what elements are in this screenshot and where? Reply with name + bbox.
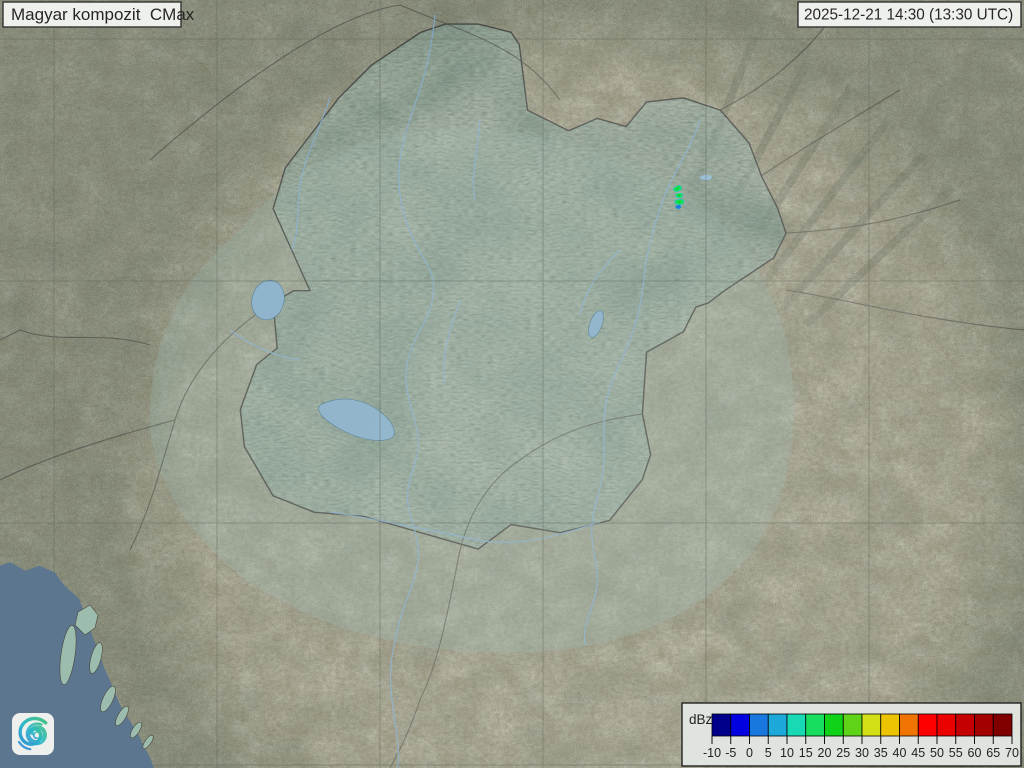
- svg-text:10: 10: [780, 746, 794, 760]
- svg-text:55: 55: [949, 746, 963, 760]
- svg-text:Magyar kompozit CMax: Magyar kompozit CMax: [11, 5, 195, 24]
- svg-text:50: 50: [930, 746, 944, 760]
- svg-text:40: 40: [893, 746, 907, 760]
- svg-text:dBz: dBz: [689, 712, 713, 727]
- svg-text:2025-12-21 14:30 (13:30 UTC): 2025-12-21 14:30 (13:30 UTC): [804, 7, 1013, 24]
- svg-text:-10: -10: [703, 746, 721, 760]
- svg-text:5: 5: [765, 746, 772, 760]
- svg-text:30: 30: [855, 746, 869, 760]
- svg-text:20: 20: [818, 746, 832, 760]
- svg-text:70: 70: [1005, 746, 1019, 760]
- svg-text:25: 25: [836, 746, 850, 760]
- svg-text:0: 0: [746, 746, 753, 760]
- svg-text:45: 45: [911, 746, 925, 760]
- svg-text:15: 15: [799, 746, 813, 760]
- svg-text:60: 60: [968, 746, 982, 760]
- svg-text:-5: -5: [725, 746, 736, 760]
- svg-text:35: 35: [874, 746, 888, 760]
- svg-text:65: 65: [986, 746, 1000, 760]
